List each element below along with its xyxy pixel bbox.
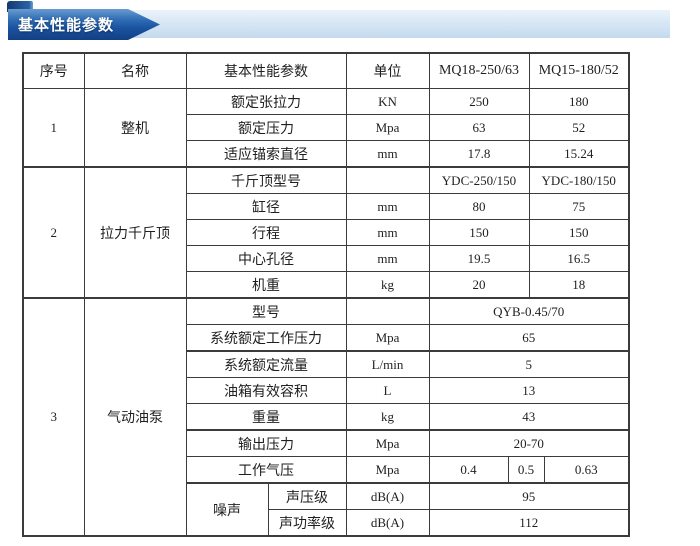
table-row: 重量 kg 43 <box>23 403 630 431</box>
section-index: 2 <box>22 166 85 299</box>
cell-param: 千斤顶型号 <box>185 166 347 194</box>
cell-value-span: QYB-0.45/70 <box>428 297 630 325</box>
cell-unit: L/min <box>345 350 430 378</box>
table-row: 中心孔径 mm 19.5 16.5 <box>23 245 630 272</box>
cell-unit: mm <box>345 140 430 168</box>
cell-value-model1: 17.8 <box>428 140 530 168</box>
table-row: 额定压力 Mpa 63 52 <box>23 114 630 141</box>
table-row: 3 气动油泵 型号 QYB-0.45/70 <box>22 297 630 537</box>
cell-value-model1: 63 <box>428 114 530 141</box>
cell-value-model1: 80 <box>428 193 530 220</box>
cell-param: 机重 <box>185 271 347 299</box>
cell-value-span: 5 <box>428 350 630 378</box>
cell-value-a: 0.4 <box>428 456 509 484</box>
section-name: 拉力千斤顶 <box>83 166 187 299</box>
cell-unit <box>345 297 430 325</box>
cell-value-span: 43 <box>428 403 630 431</box>
table-row: 系统额定工作压力 Mpa 65 <box>23 324 630 352</box>
cell-unit: L <box>345 377 430 404</box>
section-name: 气动油泵 <box>83 297 187 537</box>
cell-value-model2: 52 <box>528 114 630 141</box>
cell-unit: Mpa <box>345 114 430 141</box>
cell-param: 输出压力 <box>185 429 347 457</box>
banner-ribbon-fold-icon <box>7 1 33 12</box>
cell-unit: dB(A) <box>345 482 430 510</box>
cell-value-model2: 15.24 <box>528 140 630 168</box>
table-row: 2 拉力千斤顶 千斤顶型号 YDC-250/150 YDC-180/150 <box>22 166 630 299</box>
table-row: 缸径 mm 80 75 <box>23 193 630 220</box>
cell-value-model1: 20 <box>428 271 530 299</box>
cell-value-model1: 150 <box>428 219 530 246</box>
cell-param: 工作气压 <box>185 456 347 484</box>
col-header-unit: 单位 <box>345 52 430 89</box>
cell-value-model1: YDC-250/150 <box>428 166 530 194</box>
cell-unit: Mpa <box>345 429 430 457</box>
cell-param: 声压级 <box>267 482 347 510</box>
col-header-name: 名称 <box>83 52 187 89</box>
table-row: 声功率级 dB(A) 112 <box>23 509 630 537</box>
cell-unit: mm <box>345 245 430 272</box>
col-header-model1: MQ18-250/63 <box>428 52 530 89</box>
cell-value-model2: 75 <box>528 193 630 220</box>
cell-value-model1: 19.5 <box>428 245 530 272</box>
section-index: 1 <box>22 88 85 168</box>
col-header-model2: MQ15-180/52 <box>528 52 630 89</box>
table-row: 1 整机 额定张拉力 KN 250 180 <box>22 88 630 168</box>
cell-unit: KN <box>345 88 430 115</box>
cell-unit: mm <box>345 219 430 246</box>
table-header-row: 序号 名称 基本性能参数 单位 MQ18-250/63 MQ15-180/52 <box>22 52 630 89</box>
table-row: 行程 mm 150 150 <box>23 219 630 246</box>
cell-value-model1: 250 <box>428 88 530 115</box>
cell-value-span: 95 <box>428 482 630 510</box>
cell-value-span: 13 <box>428 377 630 404</box>
table-row: 噪声 声压级 dB(A) 95 <box>23 482 630 537</box>
cell-unit: mm <box>345 193 430 220</box>
cell-value-model2: YDC-180/150 <box>528 166 630 194</box>
cell-param: 油箱有效容积 <box>185 377 347 404</box>
cell-unit: Mpa <box>345 456 430 484</box>
cell-param-group: 噪声 <box>185 482 269 537</box>
col-header-index: 序号 <box>22 52 85 89</box>
spec-table: 序号 名称 基本性能参数 单位 MQ18-250/63 MQ15-180/52 … <box>22 52 630 537</box>
section-name: 整机 <box>83 88 187 168</box>
cell-param: 重量 <box>185 403 347 431</box>
cell-unit: kg <box>345 403 430 431</box>
cell-value-span: 112 <box>428 509 630 537</box>
cell-param: 行程 <box>185 219 347 246</box>
cell-value-model2: 18 <box>528 271 630 299</box>
cell-param: 系统额定流量 <box>185 350 347 378</box>
cell-unit: dB(A) <box>345 509 430 537</box>
cell-param: 缸径 <box>185 193 347 220</box>
cell-param: 系统额定工作压力 <box>185 324 347 352</box>
table-row: 油箱有效容积 L 13 <box>23 377 630 404</box>
cell-param: 额定张拉力 <box>185 88 347 115</box>
cell-value-span: 20-70 <box>428 429 630 457</box>
cell-param: 适应锚索直径 <box>185 140 347 168</box>
cell-value-c: 0.63 <box>543 456 630 484</box>
cell-param: 声功率级 <box>267 509 347 537</box>
section-index: 3 <box>22 297 85 537</box>
cell-unit <box>345 166 430 194</box>
banner-title: 基本性能参数 <box>18 17 115 34</box>
cell-value-model2: 150 <box>528 219 630 246</box>
cell-value-span: 65 <box>428 324 630 352</box>
table-row: 工作气压 Mpa 0.4 0.5 0.63 <box>23 456 630 484</box>
cell-unit: Mpa <box>345 324 430 352</box>
banner-arrow-ribbon: 基本性能参数 <box>8 9 160 40</box>
cell-value-b: 0.5 <box>507 456 545 484</box>
cell-param: 中心孔径 <box>185 245 347 272</box>
cell-param: 型号 <box>185 297 347 325</box>
col-header-param: 基本性能参数 <box>185 52 347 89</box>
cell-param: 额定压力 <box>185 114 347 141</box>
cell-unit: kg <box>345 271 430 299</box>
cell-value-model2: 16.5 <box>528 245 630 272</box>
cell-value-model2: 180 <box>528 88 630 115</box>
